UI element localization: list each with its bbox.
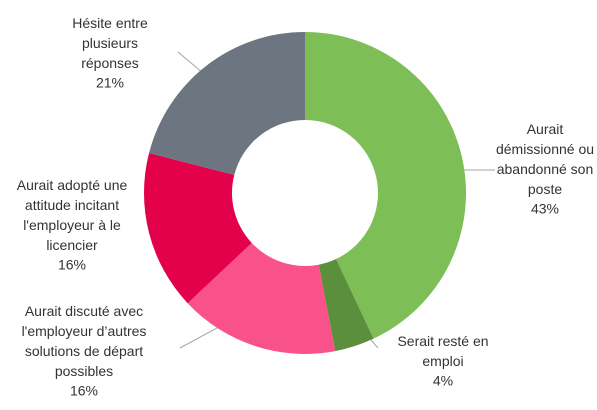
value-label: 21% [96, 75, 124, 91]
value-label: 16% [70, 383, 98, 399]
donut-slice [305, 32, 466, 339]
slice-label: Aurait adopté une attitude incitant l'empl… [17, 177, 128, 253]
slice-label: Hésite entre plusieurs réponses [72, 15, 148, 71]
value-label: 43% [531, 201, 559, 217]
donut-slice [318, 259, 374, 352]
donut-slice [149, 32, 305, 175]
slice-label: Aurait démissionné ou abandonné son poste [496, 121, 594, 197]
value-label: 4% [433, 373, 453, 389]
donut-slice [187, 242, 336, 354]
slice-label: Serait resté en emploi [397, 333, 488, 369]
value-label: 16% [58, 257, 86, 273]
slice-label: Aurait discuté avec l'employeur d’autres s… [22, 303, 147, 379]
donut-slice [143, 152, 252, 304]
